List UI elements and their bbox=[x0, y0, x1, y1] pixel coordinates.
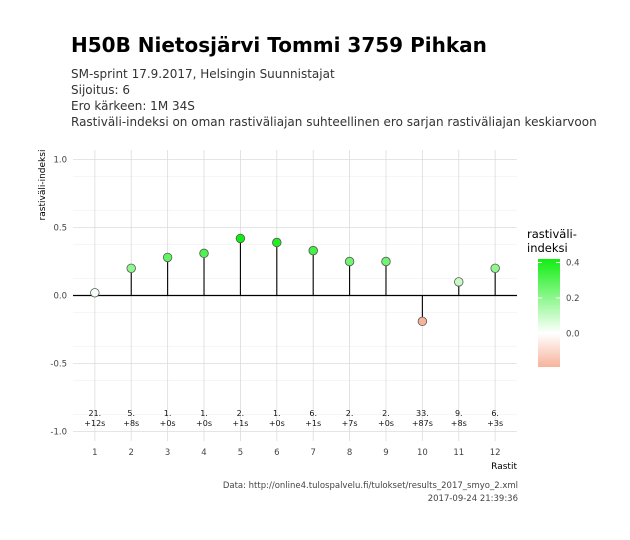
diff-label-6: +0s bbox=[269, 419, 285, 428]
rank-label-6: 1. bbox=[273, 409, 281, 418]
subtitle-rank: Sijoitus: 6 bbox=[71, 83, 131, 97]
source-caption: Data: http://online4.tulospalvelu.fi/tul… bbox=[222, 481, 518, 491]
subtitle-description: Rastiväli-indeksi on oman rastiväliajan … bbox=[71, 115, 597, 129]
point-1 bbox=[90, 288, 100, 298]
point-12 bbox=[490, 263, 500, 274]
diff-label-9: +0s bbox=[378, 419, 394, 428]
diff-label-5: +1s bbox=[232, 419, 248, 428]
diff-label-7: +1s bbox=[305, 419, 321, 428]
y-tick-label: 0.5 bbox=[53, 224, 67, 234]
legend-title-line-1: rastiväli- bbox=[527, 227, 577, 241]
point-9 bbox=[381, 256, 391, 267]
diff-label-10: +87s bbox=[412, 419, 433, 428]
timestamp-caption: 2017-09-24 21:39:36 bbox=[427, 494, 518, 504]
x-tick-label-3: 3 bbox=[165, 448, 170, 458]
x-tick-label-8: 8 bbox=[347, 448, 352, 458]
x-tick-label-11: 11 bbox=[453, 448, 464, 458]
rank-label-2: 5. bbox=[127, 409, 135, 418]
x-tick-label-7: 7 bbox=[310, 448, 315, 458]
chart-title: H50B Nietosjärvi Tommi 3759 Pihkan bbox=[71, 33, 487, 57]
x-tick-label-5: 5 bbox=[238, 448, 243, 458]
rank-label-3: 1. bbox=[164, 409, 172, 418]
diff-label-3: +0s bbox=[160, 419, 176, 428]
rank-label-8: 2. bbox=[346, 409, 354, 418]
diff-label-11: +8s bbox=[451, 419, 467, 428]
points bbox=[90, 233, 500, 327]
legend-title-line-2: indeksi bbox=[527, 241, 568, 255]
y-tick-label: 1.0 bbox=[53, 156, 67, 166]
point-11 bbox=[454, 277, 464, 287]
stems bbox=[94, 238, 496, 322]
x-tick-label-12: 12 bbox=[490, 448, 501, 458]
y-tick-label: 0.0 bbox=[53, 292, 67, 302]
x-tick-label-9: 9 bbox=[383, 448, 388, 458]
color-legend: rastiväli- indeksi 0.4 0.2 0.0 bbox=[527, 227, 580, 367]
legend-tick-label: 0.4 bbox=[566, 259, 580, 269]
x-tick-label-10: 10 bbox=[417, 448, 428, 458]
point-8 bbox=[344, 256, 355, 267]
subtitle-event: SM-sprint 17.9.2017, Helsingin Suunnista… bbox=[71, 67, 335, 81]
x-tick-label-6: 6 bbox=[274, 448, 279, 458]
y-tick-label: -1.0 bbox=[50, 427, 67, 437]
diff-label-1: +12s bbox=[84, 419, 105, 428]
rank-label-1: 21. bbox=[88, 409, 101, 418]
rank-label-5: 2. bbox=[237, 409, 245, 418]
point-6 bbox=[272, 237, 282, 248]
diff-label-12: +3s bbox=[487, 419, 503, 428]
legend-colorbar bbox=[538, 259, 560, 367]
diff-label-8: +7s bbox=[342, 419, 358, 428]
legend-tick-label: 0.2 bbox=[566, 294, 580, 304]
axes: 1 2 3 4 5 6 7 8 9 10 11 12-1.0-0.50.00.51.0 bbox=[50, 156, 500, 458]
point-5 bbox=[235, 233, 246, 244]
rank-label-7: 6. bbox=[309, 409, 317, 418]
rank-label-10: 33. bbox=[416, 409, 429, 418]
diff-label-2: +8s bbox=[123, 419, 139, 428]
rank-label-4: 1. bbox=[200, 409, 208, 418]
y-axis-title: rastiväli-indeksi bbox=[38, 150, 48, 221]
y-tick-label: -0.5 bbox=[50, 359, 67, 369]
point-10 bbox=[417, 316, 428, 327]
x-tick-label-2: 2 bbox=[129, 448, 134, 458]
rank-label-11: 9. bbox=[455, 409, 463, 418]
x-tick-label-1: 1 bbox=[92, 448, 97, 458]
point-2 bbox=[126, 263, 136, 274]
rank-labels: 21.+12s5.+8s1.+0s1.+0s2.+1s1.+0s6.+1s2.+… bbox=[84, 409, 503, 428]
rank-label-9: 2. bbox=[382, 409, 390, 418]
x-tick-label-4: 4 bbox=[201, 448, 206, 458]
point-4 bbox=[199, 248, 209, 259]
point-7 bbox=[308, 245, 318, 256]
grid bbox=[73, 150, 517, 441]
diff-label-4: +0s bbox=[196, 419, 212, 428]
subtitle-gap: Ero kärkeen: 1M 34S bbox=[71, 99, 195, 113]
x-axis-title: Rastit bbox=[491, 462, 517, 472]
rank-label-12: 6. bbox=[491, 409, 499, 418]
point-3 bbox=[162, 252, 173, 263]
legend-tick-label: 0.0 bbox=[566, 329, 580, 339]
